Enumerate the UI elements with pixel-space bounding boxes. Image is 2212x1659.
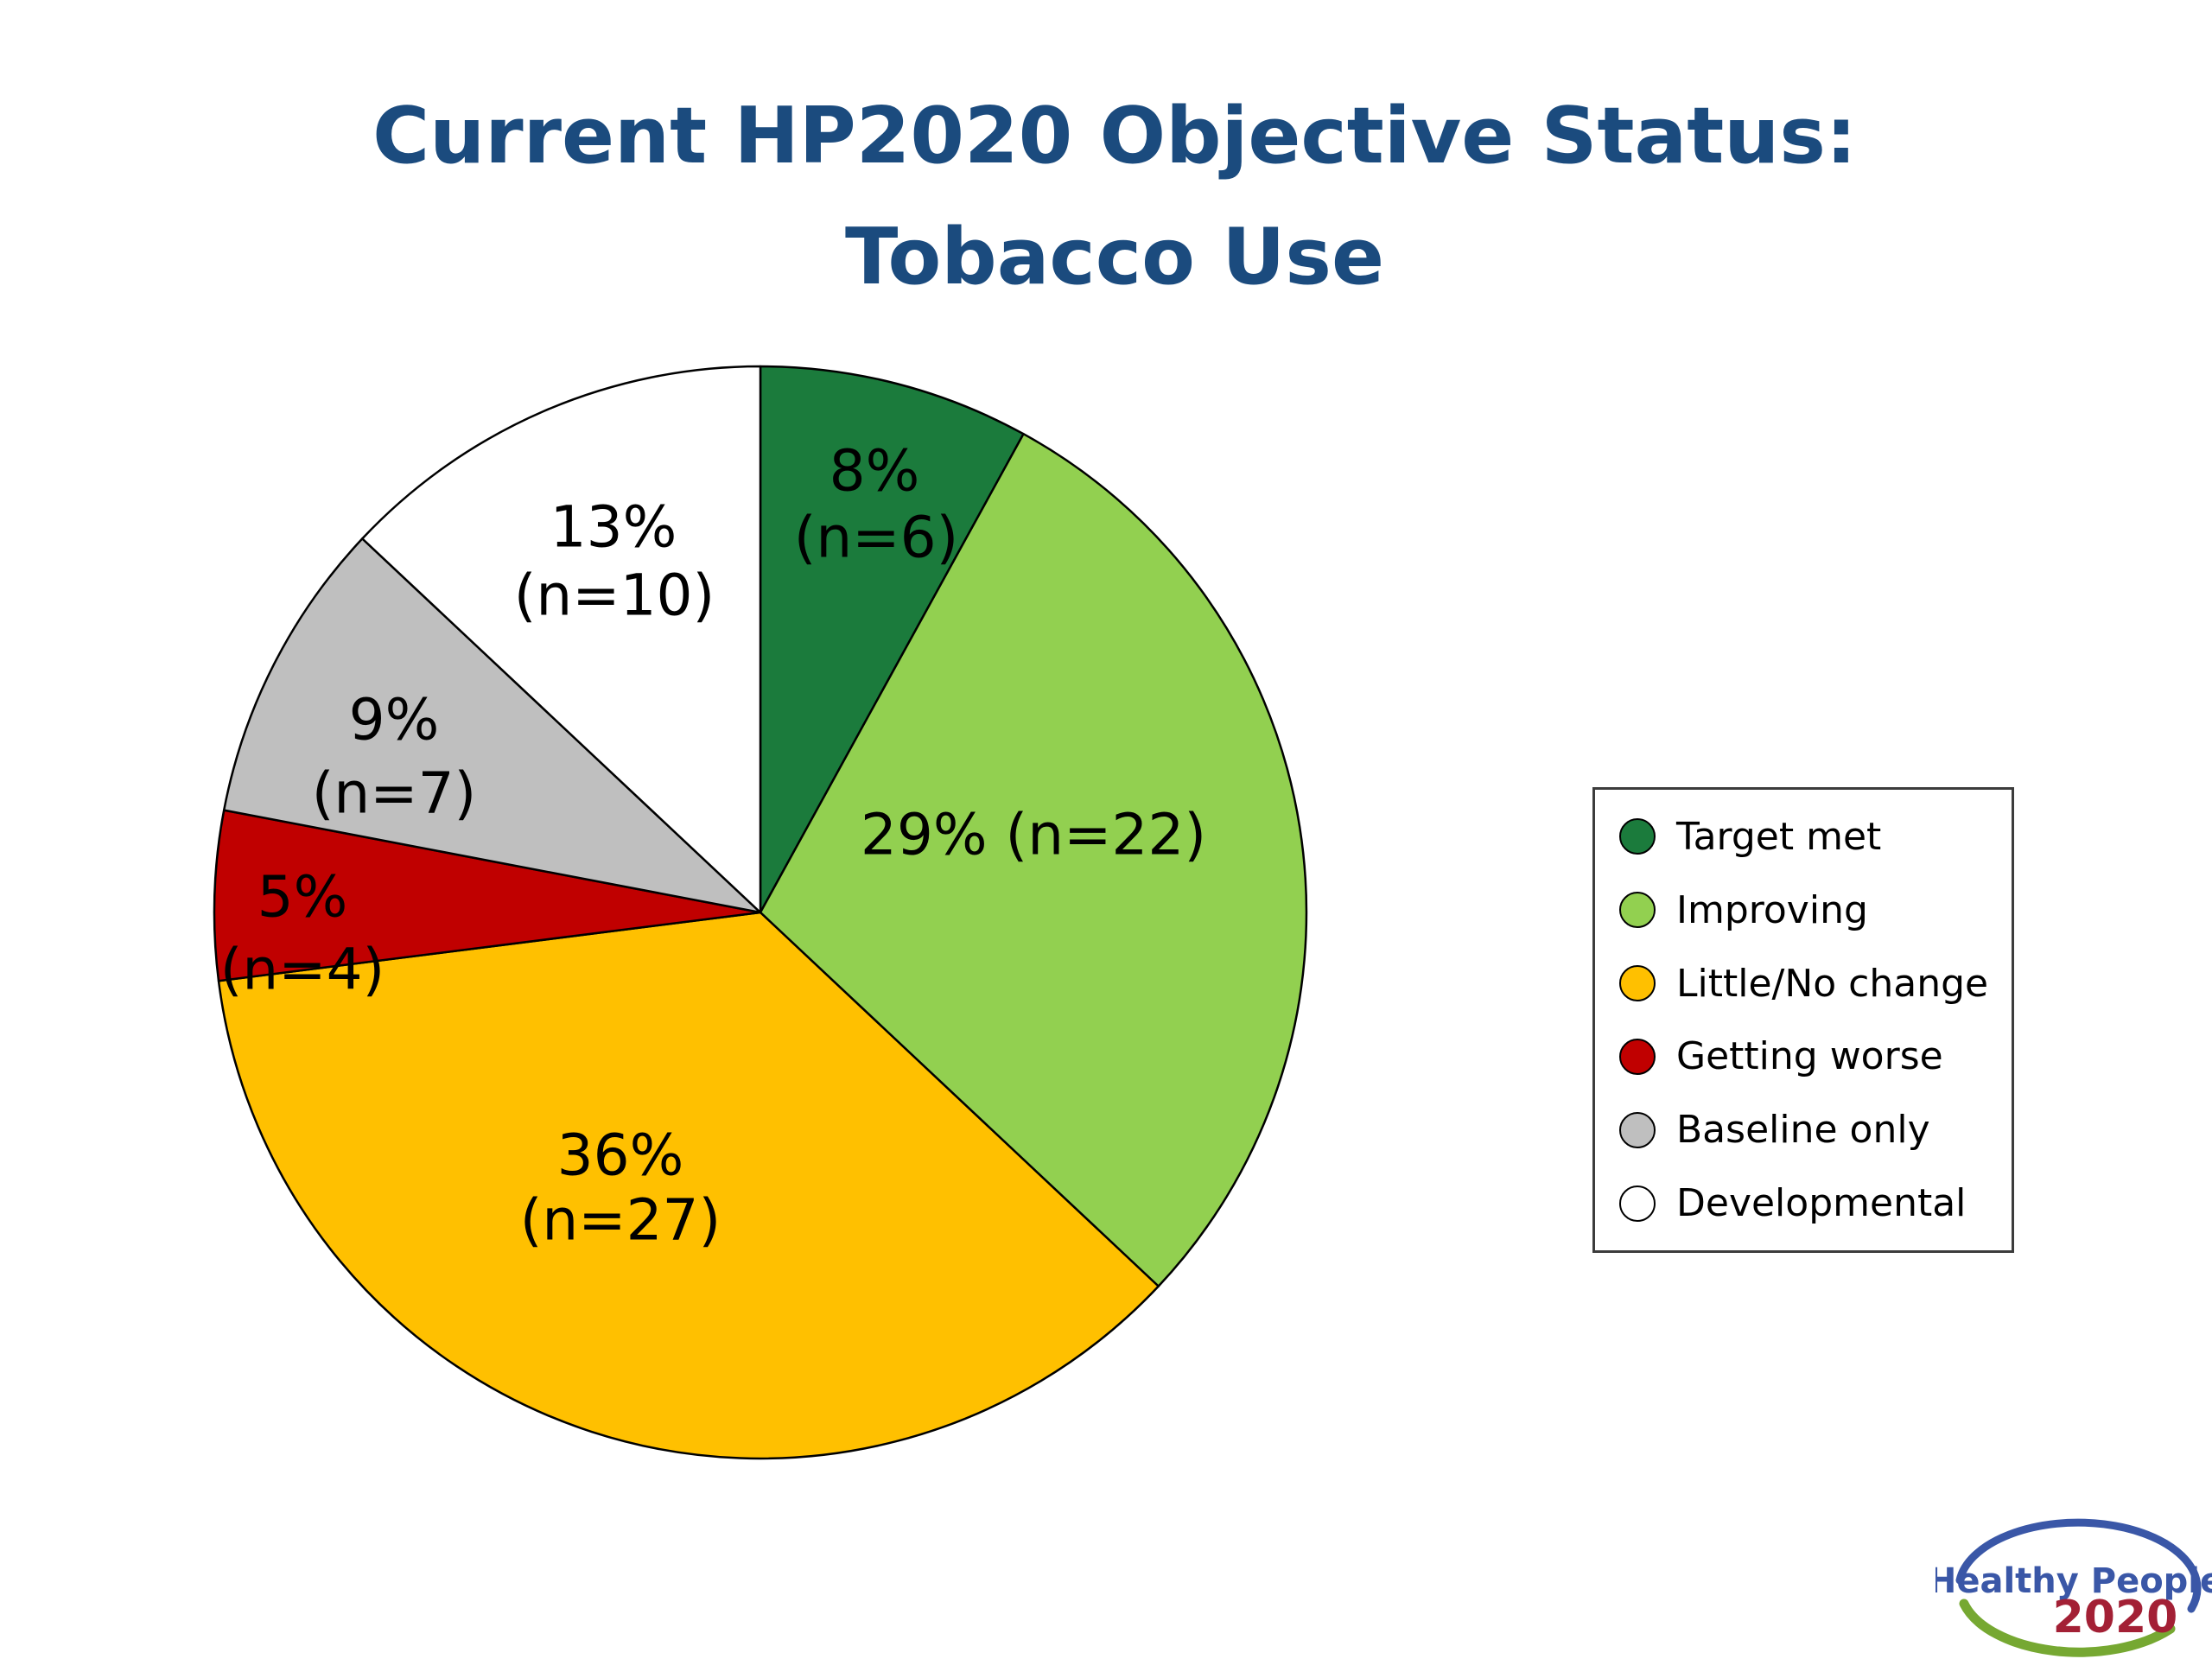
legend-item-target-met: Target met	[1619, 815, 2003, 859]
pie-label-little-no-change: 36%	[557, 1122, 684, 1189]
legend-item-getting-worse: Getting worse	[1619, 1034, 2003, 1078]
logo-text-healthy-people: Healthy People	[1936, 1561, 2212, 1601]
pie-label-little-no-change: (n=27)	[520, 1187, 721, 1254]
page-title-line-1: Current HP2020 Objective Status:	[372, 91, 1857, 181]
legend-marker-target-met	[1619, 818, 1656, 855]
legend-marker-getting-worse	[1619, 1038, 1656, 1075]
legend-item-improving: Improving	[1619, 888, 2003, 932]
legend: Target met Improving Little/No change Ge…	[1592, 787, 2014, 1253]
logo-text-2020: 2020	[2053, 1592, 2178, 1643]
legend-marker-improving	[1619, 892, 1656, 929]
pie-label-target-met: (n=6)	[794, 505, 959, 571]
pie-label-target-met: 8%	[830, 438, 920, 505]
pie-slice-getting-worse	[213, 809, 762, 982]
legend-label-developmental: Developmental	[1676, 1181, 1967, 1226]
pie-label-improving: 29% (n=22)	[861, 802, 1206, 868]
legend-marker-baseline-only	[1619, 1111, 1656, 1148]
pie-slice-target-met	[759, 365, 1025, 914]
legend-label-getting-worse: Getting worse	[1676, 1034, 1943, 1079]
legend-label-improving: Improving	[1676, 887, 1868, 932]
pie-label-baseline-only: 9%	[349, 687, 440, 753]
legend-item-developmental: Developmental	[1619, 1181, 2003, 1225]
hp2020-logo: Healthy People 2020	[1936, 1518, 2212, 1657]
pie-slice-baseline-only	[222, 537, 762, 914]
legend-label-baseline-only: Baseline only	[1676, 1108, 1930, 1153]
pie-slice-little-no-change	[217, 911, 1160, 1460]
pie-label-developmental: 13%	[550, 494, 677, 561]
pie-label-getting-worse: (n=4)	[220, 937, 385, 1003]
pie-label-getting-worse: 5%	[257, 864, 348, 931]
pie-slice-developmental	[361, 365, 762, 914]
legend-item-baseline-only: Baseline only	[1619, 1108, 2003, 1152]
legend-item-little-no-change: Little/No change	[1619, 962, 2003, 1006]
pie-slice-improving	[759, 432, 1308, 1287]
logo-arc-bottom	[1959, 1599, 2176, 1657]
page-title: Current HP2020 Objective Status: Tobacco…	[9, 76, 2212, 318]
pie-label-baseline-only: (n=7)	[312, 760, 477, 827]
legend-label-target-met: Target met	[1676, 814, 1882, 859]
pie-label-developmental: (n=10)	[514, 563, 715, 629]
legend-label-little-no-change: Little/No change	[1676, 961, 1989, 1006]
legend-marker-little-no-change	[1619, 965, 1656, 1002]
legend-marker-developmental	[1619, 1185, 1656, 1222]
page-title-line-2: Tobacco Use	[845, 212, 1384, 302]
logo-arc-top	[1955, 1518, 2202, 1613]
